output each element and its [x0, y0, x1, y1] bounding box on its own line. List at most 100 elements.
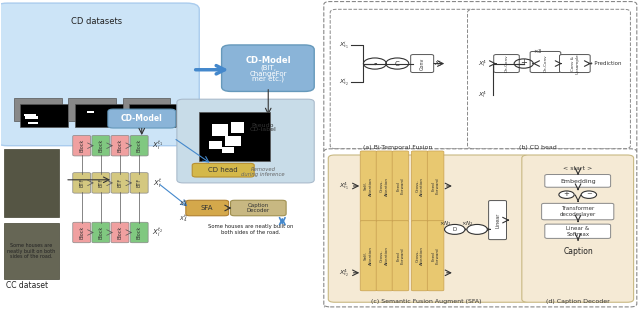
Text: Linear: Linear — [495, 212, 500, 228]
Text: Linear &
Softmax: Linear & Softmax — [566, 226, 589, 237]
Text: $X^4_l$: $X^4_l$ — [477, 58, 487, 69]
FancyBboxPatch shape — [376, 221, 393, 291]
FancyBboxPatch shape — [221, 45, 314, 91]
Bar — [4, 149, 59, 217]
Text: ChangeFor: ChangeFor — [250, 71, 287, 77]
FancyBboxPatch shape — [111, 135, 129, 156]
Text: Feed
Forward: Feed Forward — [396, 178, 404, 194]
Bar — [231, 122, 244, 133]
Bar — [24, 114, 36, 116]
FancyBboxPatch shape — [324, 2, 637, 153]
FancyBboxPatch shape — [559, 55, 590, 73]
Text: Conv: Conv — [420, 57, 425, 70]
FancyBboxPatch shape — [541, 203, 614, 220]
Text: $X^4_l$: $X^4_l$ — [477, 89, 487, 100]
Text: BTF: BTF — [99, 178, 104, 188]
Text: Block: Block — [79, 226, 84, 239]
FancyBboxPatch shape — [92, 135, 110, 156]
FancyBboxPatch shape — [488, 201, 506, 240]
Circle shape — [559, 191, 574, 198]
Text: Pseudo: Pseudo — [252, 123, 275, 128]
FancyBboxPatch shape — [545, 175, 611, 187]
Text: Block: Block — [118, 226, 122, 239]
Text: BTF: BTF — [118, 178, 122, 188]
Text: CC dataset: CC dataset — [6, 281, 48, 290]
FancyBboxPatch shape — [131, 222, 148, 243]
Bar — [209, 141, 221, 149]
FancyBboxPatch shape — [428, 151, 444, 221]
FancyBboxPatch shape — [73, 173, 91, 193]
Text: Block: Block — [137, 226, 141, 239]
FancyBboxPatch shape — [530, 51, 561, 73]
FancyBboxPatch shape — [376, 151, 393, 221]
Text: Block: Block — [118, 139, 122, 152]
FancyBboxPatch shape — [412, 221, 428, 291]
Text: $X^4_{t_1}$: $X^4_{t_1}$ — [339, 180, 349, 192]
Bar — [4, 223, 59, 279]
Text: Conv &
Upsample: Conv & Upsample — [570, 53, 579, 74]
Text: $X^{t_2}_{4}$: $X^{t_2}_{4}$ — [179, 213, 188, 224]
Text: Block: Block — [99, 139, 104, 152]
FancyBboxPatch shape — [468, 9, 630, 149]
Text: CD datasets: CD datasets — [72, 17, 123, 26]
FancyBboxPatch shape — [186, 200, 228, 216]
FancyBboxPatch shape — [177, 99, 314, 183]
Text: Block: Block — [99, 226, 104, 239]
Text: $\times N_2$: $\times N_2$ — [461, 219, 474, 228]
Text: +: + — [564, 191, 570, 197]
Text: mer etc.): mer etc.) — [252, 76, 284, 82]
Text: $X^i_{t_1}$: $X^i_{t_1}$ — [339, 39, 349, 51]
FancyBboxPatch shape — [328, 155, 529, 302]
FancyBboxPatch shape — [111, 222, 129, 243]
FancyBboxPatch shape — [330, 9, 477, 149]
Text: $X^{t_2}_{i}$: $X^{t_2}_{i}$ — [152, 226, 163, 239]
FancyBboxPatch shape — [411, 55, 434, 73]
Bar — [26, 116, 38, 119]
Text: -: - — [373, 59, 377, 69]
FancyBboxPatch shape — [0, 3, 199, 146]
Text: (BIT,: (BIT, — [260, 64, 276, 71]
FancyBboxPatch shape — [324, 149, 637, 307]
Text: CD head: CD head — [208, 167, 237, 173]
FancyBboxPatch shape — [392, 151, 409, 221]
Text: ~: ~ — [586, 191, 592, 197]
Text: $X^4_{t_2}$: $X^4_{t_2}$ — [339, 267, 349, 278]
Text: (d) Caption Decoder: (d) Caption Decoder — [546, 299, 610, 304]
Circle shape — [581, 191, 596, 198]
FancyBboxPatch shape — [92, 173, 110, 193]
Text: Cross-
Attention: Cross- Attention — [415, 246, 424, 265]
Bar — [75, 104, 123, 127]
Text: Some houses are
neatly built on both
sides of the road.: Some houses are neatly built on both sid… — [7, 243, 56, 259]
Text: BTF: BTF — [137, 178, 141, 188]
Bar — [137, 116, 148, 119]
FancyBboxPatch shape — [360, 221, 377, 291]
FancyBboxPatch shape — [131, 173, 148, 193]
Text: De-Conv: De-Conv — [543, 55, 547, 72]
Text: CD-Model: CD-Model — [121, 114, 163, 123]
Text: Caption
Decoder: Caption Decoder — [247, 203, 270, 213]
FancyBboxPatch shape — [412, 151, 428, 221]
Bar — [221, 147, 234, 153]
FancyBboxPatch shape — [360, 151, 377, 221]
Text: $X^i_{t_2}$: $X^i_{t_2}$ — [339, 77, 349, 88]
Text: (c) Semantic Fusion Augment (SFA): (c) Semantic Fusion Augment (SFA) — [371, 299, 481, 304]
Text: C: C — [395, 60, 399, 67]
Text: Transformer
decoderlayer: Transformer decoderlayer — [559, 206, 596, 217]
Text: $X^{t_1}_{4}$: $X^{t_1}_{4}$ — [179, 197, 188, 209]
Bar — [14, 98, 62, 121]
FancyBboxPatch shape — [493, 55, 519, 73]
Text: Feed
Forward: Feed Forward — [431, 247, 440, 264]
Bar — [123, 98, 170, 121]
FancyBboxPatch shape — [73, 135, 91, 156]
Text: → Prediction: → Prediction — [588, 61, 621, 66]
FancyBboxPatch shape — [392, 221, 409, 291]
Text: Cross-
Attention: Cross- Attention — [380, 246, 388, 265]
FancyBboxPatch shape — [192, 163, 254, 177]
Bar — [88, 111, 94, 113]
Text: CD-Model: CD-Model — [245, 56, 291, 65]
Bar — [212, 124, 228, 136]
Text: $\times N_1$: $\times N_1$ — [439, 219, 452, 228]
Bar — [20, 104, 68, 127]
Text: Cross-
Attention: Cross- Attention — [415, 176, 424, 196]
Text: SFA: SFA — [201, 205, 214, 211]
